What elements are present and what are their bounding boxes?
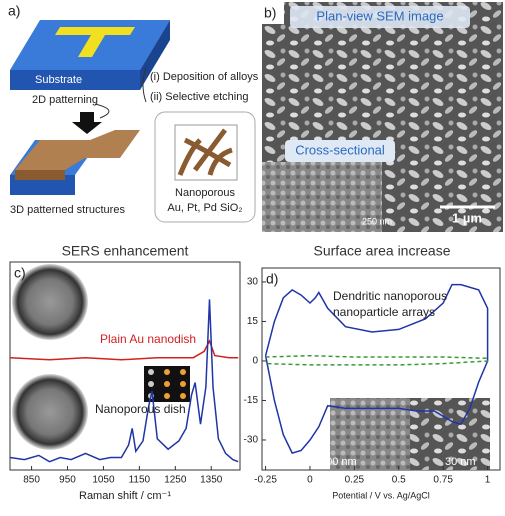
y-tick-label: 15 (247, 316, 259, 327)
inset-image (330, 398, 410, 470)
plot-frame (9, 261, 241, 471)
porous-structure (15, 130, 140, 170)
image-label: Plan-view SEM image (316, 8, 443, 23)
panel-b: b) Plan-view SEM image Cross-sectional 2… (262, 2, 503, 232)
inset-dot (164, 369, 170, 375)
material-label: Au, Pt, Pd SiO₂ (167, 202, 242, 214)
panel-label: d) (266, 271, 278, 287)
annotation: Plain Au nanodish (100, 332, 196, 346)
x-tick-label: 950 (59, 475, 76, 486)
arrow (72, 112, 102, 134)
panel-label: b) (264, 5, 276, 21)
x-tick-label: 1050 (92, 475, 115, 486)
step-label: 3D patterned structures (10, 204, 125, 216)
substrate-edge (140, 20, 170, 90)
annotation: nanoparticle arrays (333, 305, 435, 319)
inset-image (410, 398, 490, 470)
step-label: (ii) Selective etching (150, 91, 248, 103)
image-label: Cross-sectional (295, 142, 385, 157)
panel-a: a) Substrate 2D patterning (i) Depositio… (8, 3, 259, 223)
section-title: SERS enhancement (62, 243, 189, 259)
substrate-side (10, 70, 140, 90)
inset-dot (180, 381, 186, 387)
x-tick-label: 1150 (129, 475, 151, 486)
ligaments (177, 128, 233, 176)
annotation: 300 nm (320, 456, 357, 468)
x-tick-label: 0.75 (433, 475, 453, 486)
section-title: Surface area increase (314, 243, 451, 259)
x-tick-label: -0.25 (254, 475, 277, 486)
label-box (290, 6, 470, 28)
bracket (142, 67, 147, 103)
annotation: 30 nm (445, 456, 476, 468)
x-tick-label: 1250 (164, 475, 187, 486)
y-tick-label: -15 (244, 395, 259, 406)
y-tick-label: 0 (252, 356, 258, 367)
inset-dot (148, 369, 154, 375)
step-label: 2D patterning (32, 94, 98, 106)
step-label: (i) Deposition of alloys (150, 71, 259, 83)
x-tick-label: 1 (485, 475, 491, 486)
pattern (55, 27, 135, 57)
x-tick-label: 0.25 (345, 475, 365, 486)
inset-dot (180, 369, 186, 375)
inset-dot (148, 381, 154, 387)
label-box (285, 140, 395, 162)
label-box (262, 2, 284, 24)
annotation: Nanoporous dish (95, 402, 186, 416)
inset-dot (164, 381, 170, 387)
annotation: Dendritic nanoporous (333, 289, 447, 303)
data-line (264, 283, 489, 454)
inset-dot (180, 393, 186, 399)
inset (154, 111, 256, 223)
inset-dot (164, 393, 170, 399)
x-tick-label: 850 (23, 475, 40, 486)
inset-image (12, 374, 88, 450)
data-line (9, 299, 239, 463)
material-label: Nanoporous (175, 187, 235, 199)
data-line (265, 354, 489, 366)
x-axis-label: Potential / V vs. Ag/AgCl (332, 490, 430, 500)
scale-label: 1 µm (452, 210, 482, 225)
panel-label: a) (8, 3, 20, 19)
data-line (9, 339, 239, 361)
inset-image (12, 264, 88, 340)
substrate-label: Substrate (35, 74, 82, 86)
y-tick-label: 30 (247, 277, 259, 288)
x-tick-label: 0 (307, 475, 313, 486)
x-tick-label: 0.5 (392, 475, 406, 486)
panel-label: c) (14, 265, 26, 281)
sem-cross-section (262, 162, 382, 232)
porous-side (15, 170, 65, 180)
x-tick-label: 1350 (200, 475, 223, 486)
connector (94, 103, 110, 119)
cube (174, 124, 238, 181)
scale-label: 250 nm (362, 216, 392, 226)
x-axis-label: Raman shift / cm⁻¹ (79, 490, 171, 502)
y-tick-label: -30 (244, 435, 259, 446)
